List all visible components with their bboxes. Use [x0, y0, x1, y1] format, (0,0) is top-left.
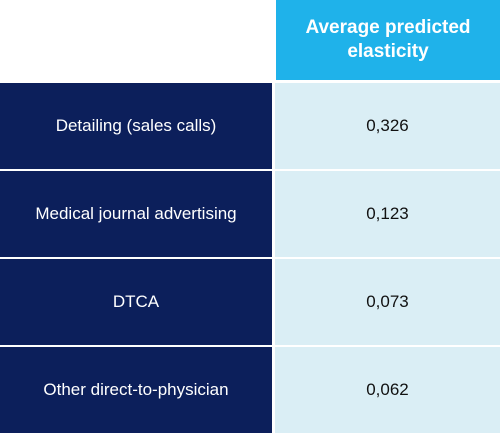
row-label-medical-journal: Medical journal advertising [0, 171, 272, 257]
row-label-detailing: Detailing (sales calls) [0, 83, 272, 169]
column-header: Average predicted elasticity [276, 0, 500, 80]
row-value-detailing: 0,326 [275, 83, 500, 169]
row-label-other-direct: Other direct-to-physician [0, 347, 272, 433]
row-label-dtca: DTCA [0, 259, 272, 345]
row-value-medical-journal: 0,123 [275, 171, 500, 257]
row-value-dtca: 0,073 [275, 259, 500, 345]
row-value-other-direct: 0,062 [275, 347, 500, 433]
table-corner-empty [0, 0, 274, 80]
